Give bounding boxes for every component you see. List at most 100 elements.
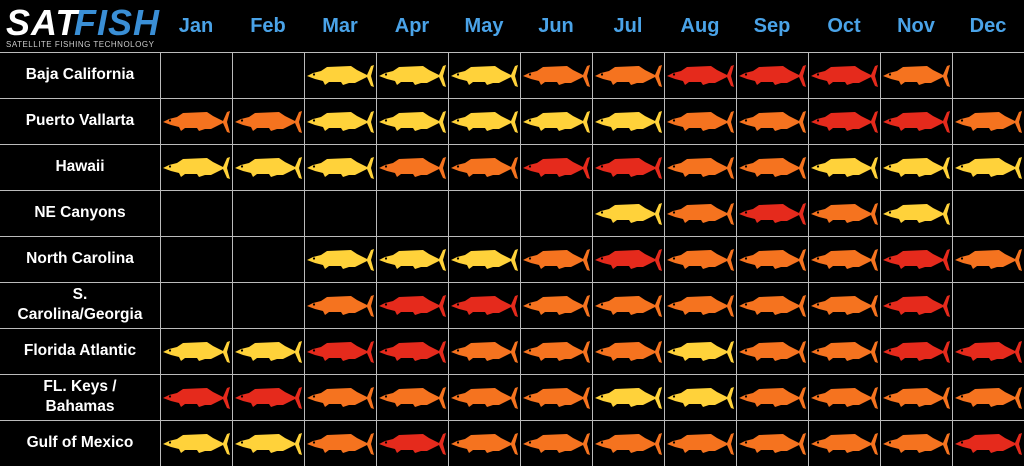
wahoo-fish-icon <box>739 249 806 271</box>
wahoo-fish-icon <box>811 111 878 133</box>
fish-eye <box>960 257 964 260</box>
wahoo-fish-icon <box>163 433 230 455</box>
fish-eye <box>168 119 172 122</box>
wahoo-fish-icon <box>451 341 518 363</box>
fish-eye <box>384 165 388 168</box>
region-label: NE Canyons <box>0 190 160 236</box>
wahoo-fish-icon <box>739 203 806 225</box>
fish-eye <box>600 349 604 352</box>
region-label: Puerto Vallarta <box>0 98 160 144</box>
wahoo-fish-icon <box>523 111 590 133</box>
wahoo-fish-icon <box>379 249 446 271</box>
fish-eye <box>744 303 748 306</box>
fish-eye <box>528 119 532 122</box>
fish-eye <box>816 73 820 76</box>
column-divider <box>664 52 665 466</box>
wahoo-fish-icon <box>451 249 518 271</box>
wahoo-fish-icon <box>163 341 230 363</box>
logo-tagline: SATELLITE FISHING TECHNOLOGY <box>6 40 155 49</box>
fish-eye <box>960 395 964 398</box>
wahoo-fish-icon <box>811 341 878 363</box>
month-label-dec: Dec <box>969 14 1007 37</box>
fish-eye <box>672 165 676 168</box>
wahoo-fish-icon <box>739 295 806 317</box>
wahoo-fish-icon <box>523 65 590 87</box>
column-divider <box>880 52 881 466</box>
month-label-jul: Jul <box>613 14 643 37</box>
month-label-feb: Feb <box>250 14 286 37</box>
fish-eye <box>240 441 244 444</box>
logo-fish-text: FISH <box>74 2 161 43</box>
wahoo-fish-icon <box>667 295 734 317</box>
fish-eye <box>312 349 316 352</box>
wahoo-fish-icon <box>595 65 662 87</box>
region-label-line: Baja California <box>25 65 135 83</box>
header-divider <box>0 52 1024 53</box>
wahoo-fish-icon <box>883 203 950 225</box>
fish-eye <box>168 395 172 398</box>
fish-eye <box>240 165 244 168</box>
fish-eye <box>744 441 748 444</box>
wahoo-fish-icon <box>811 65 878 87</box>
fish-eye <box>384 303 388 306</box>
wahoo-fish-icon <box>667 387 734 409</box>
wahoo-fish-icon <box>379 341 446 363</box>
fish-eye <box>384 441 388 444</box>
fish-eye <box>600 395 604 398</box>
fish-eye <box>744 165 748 168</box>
column-divider <box>376 52 377 466</box>
fish-eye <box>600 73 604 76</box>
fish-eye <box>888 349 892 352</box>
wahoo-fish-icon <box>811 157 878 179</box>
wahoo-fish-icon <box>163 157 230 179</box>
fish-eye <box>240 395 244 398</box>
wahoo-fish-icon <box>883 341 950 363</box>
fish-eye <box>312 441 316 444</box>
wahoo-fish-icon <box>523 249 590 271</box>
row-divider <box>0 420 1024 421</box>
wahoo-fish-icon <box>955 433 1022 455</box>
fish-eye <box>312 119 316 122</box>
wahoo-fish-icon <box>595 111 662 133</box>
region-label: North Carolina <box>0 236 160 282</box>
row-divider <box>0 328 1024 329</box>
fish-eye <box>456 349 460 352</box>
wahoo-fish-icon <box>955 157 1022 179</box>
fish-eye <box>672 119 676 122</box>
fish-eye <box>816 395 820 398</box>
fish-eye <box>600 119 604 122</box>
region-label-line: Puerto Vallarta <box>25 111 135 129</box>
wahoo-fish-icon <box>235 387 302 409</box>
region-label: FL. Keys / Bahamas <box>0 374 160 420</box>
column-divider <box>232 52 233 466</box>
region-label-line: North Carolina <box>26 249 134 267</box>
wahoo-fish-icon <box>667 433 734 455</box>
wahoo-fish-icon <box>163 111 230 133</box>
column-divider <box>520 52 521 466</box>
fish-eye <box>528 165 532 168</box>
row-divider <box>0 374 1024 375</box>
wahoo-fish-icon <box>451 433 518 455</box>
wahoo-fish-icon <box>451 387 518 409</box>
wahoo-fish-icon <box>307 65 374 87</box>
wahoo-fish-icon <box>811 295 878 317</box>
wahoo-fish-icon <box>883 157 950 179</box>
fish-eye <box>816 349 820 352</box>
wahoo-fish-icon <box>163 387 230 409</box>
column-divider <box>592 52 593 466</box>
fish-eye <box>744 73 748 76</box>
fish-eye <box>528 257 532 260</box>
fish-eye <box>672 441 676 444</box>
fish-eye <box>312 303 316 306</box>
month-label-nov: Nov <box>897 14 935 37</box>
fish-eye <box>528 395 532 398</box>
fish-eye <box>672 303 676 306</box>
wahoo-fish-icon <box>451 295 518 317</box>
wahoo-fish-icon <box>883 433 950 455</box>
wahoo-fish-icon <box>379 433 446 455</box>
fish-eye <box>960 349 964 352</box>
column-divider <box>952 52 953 466</box>
fish-eye <box>384 119 388 122</box>
region-label-line: Carolina/Georgia <box>17 306 143 323</box>
